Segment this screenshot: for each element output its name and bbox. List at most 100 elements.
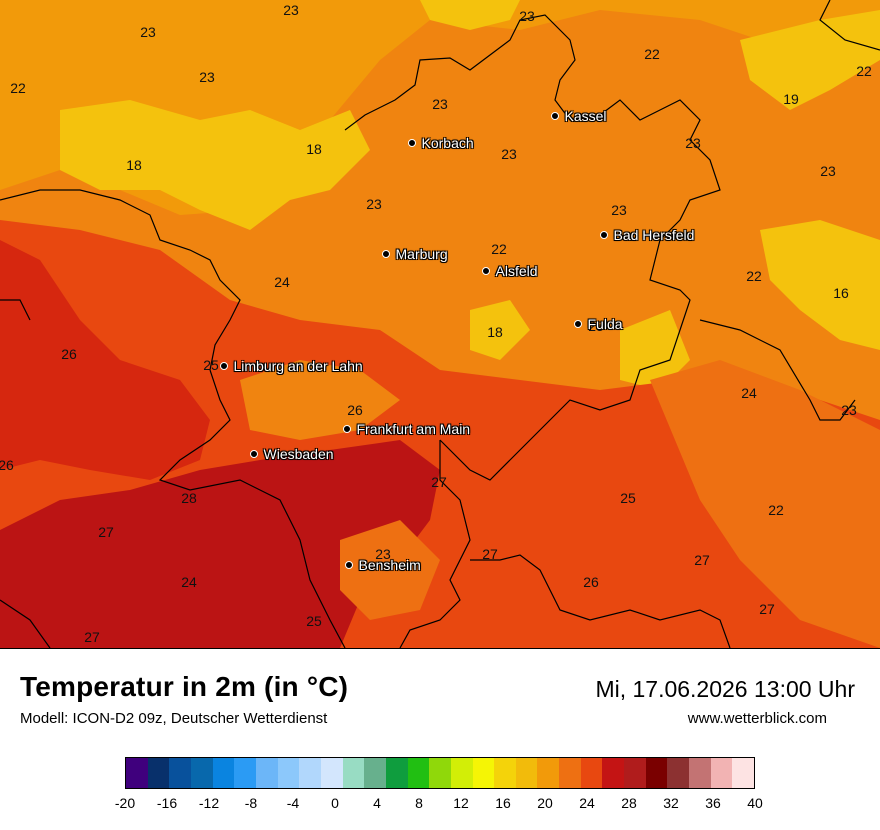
temp-label: 16 bbox=[833, 285, 849, 301]
temp-label: 18 bbox=[126, 157, 142, 173]
city-marker-wiesbaden[interactable]: Wiesbaden bbox=[249, 446, 334, 462]
border-south bbox=[470, 554, 731, 648]
city-marker-frankfurt[interactable]: Frankfurt am Main bbox=[342, 421, 471, 437]
legend-tick: -16 bbox=[156, 795, 178, 811]
city-marker-bensheim[interactable]: Bensheim bbox=[344, 557, 421, 573]
temp-label: 25 bbox=[203, 357, 219, 373]
temp-zone-28-30 bbox=[0, 440, 440, 648]
legend-swatch bbox=[580, 758, 603, 788]
map-title: Temperatur in 2m (in °C) bbox=[20, 671, 349, 702]
legend-tick: 16 bbox=[495, 795, 511, 811]
temp-label: 22 bbox=[644, 46, 660, 62]
city-marker-fulda[interactable]: Fulda bbox=[573, 316, 623, 332]
legend-swatch bbox=[212, 758, 235, 788]
temp-label: 26 bbox=[347, 402, 363, 418]
legend-swatch bbox=[342, 758, 365, 788]
city-dot-icon bbox=[249, 450, 258, 458]
temp-zone-yellow-fulda bbox=[620, 310, 690, 390]
city-dot-icon bbox=[481, 267, 490, 275]
city-dot-icon bbox=[342, 425, 351, 433]
temp-label: 23 bbox=[199, 69, 215, 85]
temp-label: 19 bbox=[783, 91, 799, 107]
temp-zone-bensheim-orange bbox=[340, 520, 440, 620]
temp-label: 24 bbox=[274, 274, 290, 290]
temp-label: 27 bbox=[482, 546, 498, 562]
legend-swatch bbox=[255, 758, 278, 788]
temp-label: 23 bbox=[501, 146, 517, 162]
website-link[interactable]: www.wetterblick.com bbox=[687, 710, 827, 727]
legend-tick-labels: -20 -16 -12 -8 -4 0 4 8 12 16 20 24 28 32 36 40 bbox=[115, 795, 763, 815]
city-name: Alsfeld bbox=[495, 263, 538, 279]
legend-tick: 24 bbox=[579, 795, 595, 811]
legend-tick: 0 bbox=[331, 795, 339, 811]
legend-tick: 20 bbox=[537, 795, 553, 811]
temp-label: 27 bbox=[431, 474, 447, 490]
temp-label: 22 bbox=[856, 63, 872, 79]
legend-swatch bbox=[147, 758, 170, 788]
legend-swatch bbox=[234, 758, 256, 788]
city-marker-alsfeld[interactable]: Alsfeld bbox=[481, 263, 538, 279]
temp-label: 23 bbox=[841, 402, 857, 418]
temp-label: 22 bbox=[746, 268, 762, 284]
legend-swatch bbox=[645, 758, 668, 788]
legend-tick: -12 bbox=[198, 795, 220, 811]
temp-zone-yellow-ne bbox=[740, 10, 880, 110]
forecast-datetime: Mi, 17.06.2026 13:00 Uhr bbox=[595, 676, 855, 702]
legend-swatch bbox=[429, 758, 451, 788]
legend-tick: -20 bbox=[114, 795, 136, 811]
legend-tick: 8 bbox=[415, 795, 423, 811]
border-southwest-edge bbox=[0, 599, 51, 648]
city-name: Bensheim bbox=[358, 557, 421, 573]
city-name: Limburg an der Lahn bbox=[233, 358, 363, 374]
border-ne bbox=[819, 0, 880, 51]
city-marker-marburg[interactable]: Marburg bbox=[381, 246, 448, 262]
temp-label: 26 bbox=[0, 457, 14, 473]
temp-label: 23 bbox=[519, 8, 535, 24]
city-marker-kassel[interactable]: Kassel bbox=[550, 108, 607, 124]
temp-zone-frankfurt-orange bbox=[240, 360, 400, 440]
temp-label: 25 bbox=[306, 613, 322, 629]
legend-swatch bbox=[450, 758, 473, 788]
temp-label: 25 bbox=[620, 490, 636, 506]
legend-swatch bbox=[407, 758, 430, 788]
legend-swatch bbox=[667, 758, 690, 788]
legend-swatch bbox=[277, 758, 300, 788]
legend-swatch bbox=[126, 758, 148, 788]
legend-swatch bbox=[190, 758, 213, 788]
state-borders bbox=[0, 0, 880, 648]
temperature-map: 23 23 23 22 22 19 22 23 23 18 18 23 23 2… bbox=[0, 0, 880, 649]
legend-tick: -4 bbox=[286, 795, 300, 811]
legend-swatch bbox=[472, 758, 495, 788]
legend-swatch bbox=[320, 758, 343, 788]
city-name: Korbach bbox=[421, 135, 474, 151]
city-marker-korbach[interactable]: Korbach bbox=[407, 135, 474, 151]
temp-label: 22 bbox=[768, 502, 784, 518]
border-west-north bbox=[0, 189, 241, 371]
temp-label: 23 bbox=[375, 546, 391, 562]
temp-label: 27 bbox=[759, 601, 775, 617]
city-name: Kassel bbox=[564, 108, 607, 124]
legend-swatch bbox=[559, 758, 581, 788]
legend-swatch bbox=[169, 758, 191, 788]
city-marker-bad-hersfeld[interactable]: Bad Hersfeld bbox=[599, 227, 694, 243]
legend-tick: 12 bbox=[453, 795, 469, 811]
border-west bbox=[158, 369, 346, 648]
city-dot-icon bbox=[599, 231, 608, 239]
city-name: Frankfurt am Main bbox=[356, 421, 471, 437]
legend-tick: 32 bbox=[663, 795, 679, 811]
border-south-east bbox=[399, 440, 471, 648]
temp-label: 27 bbox=[694, 552, 710, 568]
city-dot-icon bbox=[407, 139, 416, 147]
border-north bbox=[344, 14, 721, 481]
border-west-edge bbox=[0, 299, 31, 321]
city-name: Wiesbaden bbox=[263, 446, 334, 462]
temp-label: 23 bbox=[432, 96, 448, 112]
temp-label: 23 bbox=[685, 135, 701, 151]
city-name: Fulda bbox=[587, 316, 623, 332]
temp-zone-yellow-center bbox=[470, 300, 530, 360]
temp-label: 25 bbox=[588, 318, 604, 334]
model-info: Modell: ICON-D2 09z, Deutscher Wetterdie… bbox=[20, 710, 328, 727]
city-marker-limburg[interactable]: Limburg an der Lahn bbox=[219, 358, 363, 374]
temp-label: 24 bbox=[181, 574, 197, 590]
legend-swatch bbox=[364, 758, 386, 788]
